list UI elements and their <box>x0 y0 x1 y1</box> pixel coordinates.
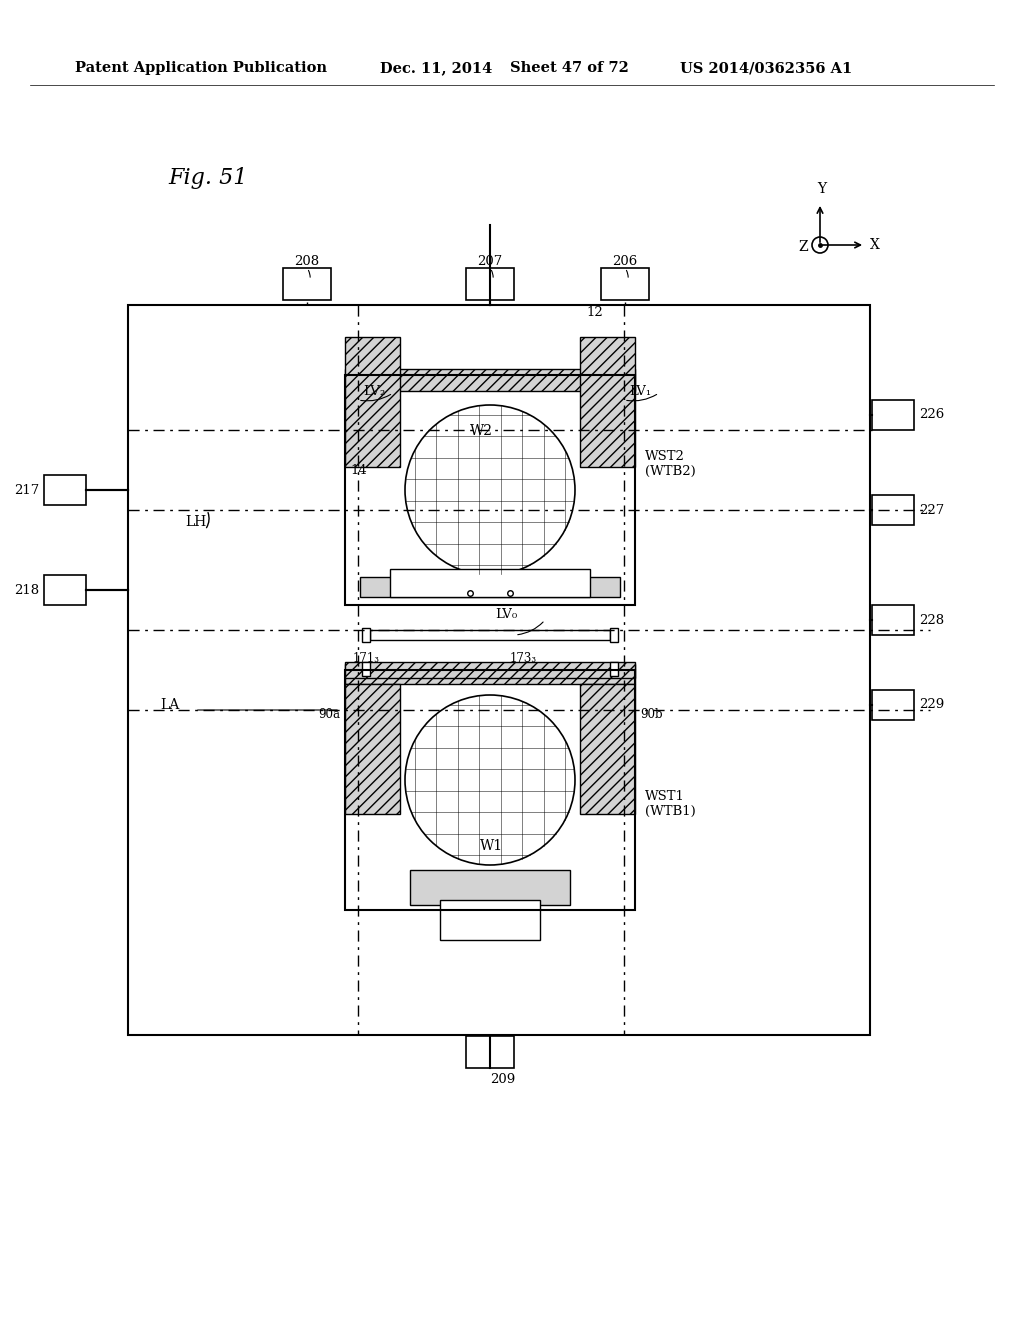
Text: LA: LA <box>160 698 179 711</box>
Bar <box>128 305 870 1035</box>
Bar <box>872 605 914 635</box>
Bar <box>580 684 635 814</box>
Bar <box>345 375 635 605</box>
Text: (WTB2): (WTB2) <box>645 465 695 478</box>
Text: 206: 206 <box>612 255 638 268</box>
Text: W1: W1 <box>480 840 503 853</box>
Text: 218: 218 <box>14 583 39 597</box>
Bar <box>610 628 618 642</box>
Bar <box>872 495 914 525</box>
Text: 227: 227 <box>919 503 944 516</box>
Text: LV₂: LV₂ <box>362 385 385 399</box>
Text: 208: 208 <box>295 255 319 268</box>
Text: 228: 228 <box>919 614 944 627</box>
Text: LH: LH <box>185 515 206 529</box>
Text: (WTB1): (WTB1) <box>645 805 695 818</box>
Text: 173₃: 173₃ <box>510 652 538 665</box>
Text: X: X <box>870 238 880 252</box>
Bar <box>345 671 635 909</box>
Bar <box>345 664 635 684</box>
Text: Y: Y <box>817 182 826 195</box>
Text: Dec. 11, 2014: Dec. 11, 2014 <box>380 61 493 75</box>
Bar <box>44 576 86 605</box>
Text: 229: 229 <box>919 698 944 711</box>
Text: 217: 217 <box>13 483 39 496</box>
Bar <box>345 337 400 467</box>
Bar <box>440 900 540 940</box>
Bar <box>872 400 914 430</box>
Text: LV₀: LV₀ <box>495 609 517 620</box>
Text: Fig. 51: Fig. 51 <box>168 168 248 189</box>
Text: 226: 226 <box>919 408 944 421</box>
Bar <box>283 268 331 300</box>
Bar <box>601 268 649 300</box>
Bar <box>345 370 635 391</box>
Text: Sheet 47 of 72: Sheet 47 of 72 <box>510 61 629 75</box>
Text: 90a: 90a <box>318 708 340 721</box>
Bar <box>466 1036 514 1068</box>
Text: 12: 12 <box>587 306 603 319</box>
Text: WST2: WST2 <box>645 450 685 463</box>
Text: WST1: WST1 <box>645 789 685 803</box>
Text: 90b: 90b <box>640 708 663 721</box>
Text: Patent Application Publication: Patent Application Publication <box>75 61 327 75</box>
Bar <box>410 870 570 906</box>
Text: 171₃: 171₃ <box>353 652 380 665</box>
Bar <box>345 663 635 678</box>
Text: Z: Z <box>799 240 808 253</box>
Bar <box>610 663 618 676</box>
Bar <box>466 268 514 300</box>
Text: LV₁: LV₁ <box>629 385 651 399</box>
Bar <box>872 690 914 719</box>
Text: 207: 207 <box>477 255 503 268</box>
Bar <box>345 684 400 814</box>
Bar <box>390 569 590 597</box>
Text: 209: 209 <box>490 1073 515 1086</box>
Bar <box>370 630 610 640</box>
Bar <box>44 475 86 506</box>
Text: US 2014/0362356 A1: US 2014/0362356 A1 <box>680 61 852 75</box>
Bar <box>362 628 370 642</box>
Text: W2: W2 <box>470 424 493 438</box>
Bar <box>362 663 370 676</box>
Bar <box>360 577 620 597</box>
Bar <box>580 337 635 467</box>
Text: 14: 14 <box>350 463 367 477</box>
